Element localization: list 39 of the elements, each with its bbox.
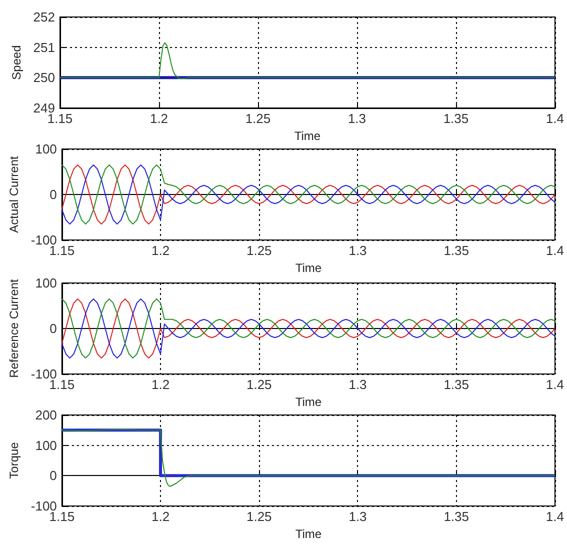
x-tick-label: 1.4 xyxy=(546,509,564,524)
x-tick-label: 1.3 xyxy=(348,377,367,392)
x-tick-label: 1.25 xyxy=(246,509,272,524)
x-tick-label: 1.4 xyxy=(546,377,564,392)
x-tick-label: 1.2 xyxy=(151,509,170,524)
y-tick-label: 0 xyxy=(50,468,57,484)
x-tick-label: 1.35 xyxy=(444,377,470,392)
y-axis-title: Torque xyxy=(7,442,21,479)
x-axis-title: Time xyxy=(295,527,322,541)
x-tick-label: 1.4 xyxy=(546,243,564,258)
x-tick-label: 1.35 xyxy=(444,243,470,258)
y-axis-title: Reference Current xyxy=(7,278,21,378)
y-tick-label: 252 xyxy=(33,10,55,24)
x-tick-label: 1.3 xyxy=(348,509,367,524)
x-tick-label: 1.4 xyxy=(546,111,564,126)
y-tick-label: 0 xyxy=(50,321,57,336)
x-axis-title: Time xyxy=(295,261,322,275)
x-axis-title: Time xyxy=(294,129,321,143)
y-tick-label: 0 xyxy=(50,187,57,202)
x-tick-label: 1.2 xyxy=(151,377,170,392)
x-axis-title: Time xyxy=(295,395,322,409)
y-tick-label: 250 xyxy=(33,70,55,86)
x-tick-label: 1.2 xyxy=(151,243,170,258)
y-axis-title: Actual Current xyxy=(7,155,21,233)
x-tick-label: 1.25 xyxy=(245,111,271,126)
x-tick-label: 1.2 xyxy=(150,111,168,126)
x-tick-label: 1.35 xyxy=(443,111,469,126)
y-tick-label: 100 xyxy=(35,438,57,453)
y-tick-label: 251 xyxy=(33,40,55,55)
y-tick-label: 249 xyxy=(33,100,55,116)
y-axis-title: Speed xyxy=(9,45,24,80)
y-tick-label: 100 xyxy=(35,142,57,156)
x-tick-label: 1.3 xyxy=(348,111,366,126)
y-tick-label: 200 xyxy=(35,408,57,422)
x-tick-label: 1.25 xyxy=(246,243,272,258)
x-tick-label: 1.25 xyxy=(246,377,272,392)
x-tick-label: 1.3 xyxy=(348,243,367,258)
x-tick-label: 1.35 xyxy=(444,509,470,524)
y-tick-label: 100 xyxy=(35,276,57,290)
